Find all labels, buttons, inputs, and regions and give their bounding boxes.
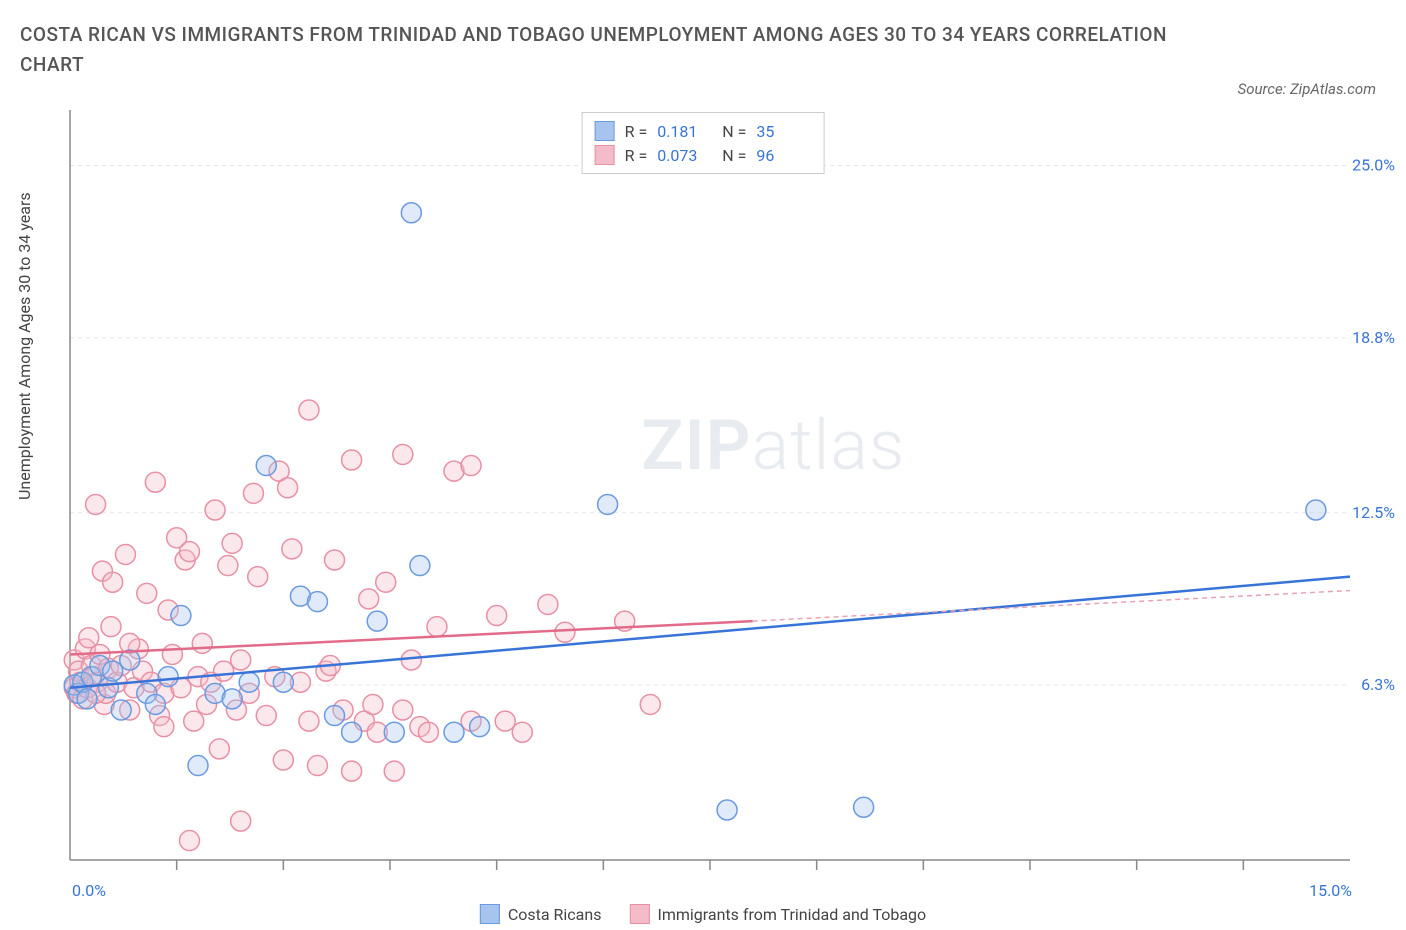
stats-row-costa-rican: R = 0.181 N = 35 <box>595 119 812 143</box>
svg-text:15.0%: 15.0% <box>1309 881 1352 900</box>
svg-text:18.8%: 18.8% <box>1352 328 1395 347</box>
svg-text:0.0%: 0.0% <box>72 881 106 900</box>
legend-item-costa-rican: Costa Ricans <box>480 904 602 924</box>
legend-item-trinidad: Immigrants from Trinidad and Tobago <box>629 904 926 924</box>
stats-row-trinidad: R = 0.073 N = 96 <box>595 143 812 167</box>
stats-legend: R = 0.181 N = 35 R = 0.073 N = 96 <box>582 112 825 174</box>
svg-text:6.3%: 6.3% <box>1361 675 1395 694</box>
swatch-pink <box>595 145 615 165</box>
swatch-blue <box>595 121 615 141</box>
series-legend: Costa Ricans Immigrants from Trinidad an… <box>480 904 926 924</box>
svg-text:12.5%: 12.5% <box>1352 503 1395 522</box>
swatch-blue <box>480 904 500 924</box>
y-axis-label: Unemployment Among Ages 30 to 34 years <box>15 192 34 500</box>
scatter-chart: 6.3% 12.5% 18.8% 25.0% 0.0% 15.0% <box>50 110 1400 910</box>
svg-text:25.0%: 25.0% <box>1352 156 1395 175</box>
chart-title: COSTA RICAN VS IMMIGRANTS FROM TRINIDAD … <box>20 20 1206 81</box>
swatch-pink <box>629 904 649 924</box>
source-label: Source: ZipAtlas.com <box>1238 80 1376 98</box>
